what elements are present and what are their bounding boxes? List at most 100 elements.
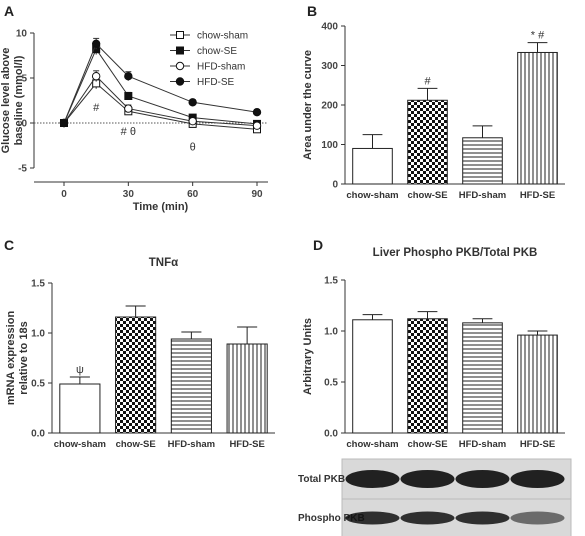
- legend-marker: [175, 77, 185, 86]
- x-tick-label: chow-SE: [407, 439, 447, 450]
- x-tick-label: 0: [61, 189, 67, 200]
- y-axis-label-line: Area under the curve: [302, 50, 314, 160]
- x-tick-label: chow-SE: [116, 439, 156, 450]
- legend-label: chow-SE: [197, 46, 237, 57]
- y-axis-label: Area under the curve: [302, 50, 314, 160]
- x-axis-label: Time (min): [133, 201, 189, 213]
- blot-band: [345, 470, 400, 488]
- bar-HFD-SE: [517, 51, 558, 185]
- blot-row-label: Phospho PKB: [298, 513, 365, 524]
- x-tick-label: 90: [251, 189, 263, 200]
- blot-band: [455, 511, 510, 525]
- data-point: [124, 72, 133, 81]
- y-tick-label: 1.0: [324, 327, 338, 338]
- bar-chow-sham: [59, 383, 101, 434]
- x-tick-label: chow-sham: [346, 190, 398, 201]
- x-tick-label: HFD-sham: [459, 439, 507, 450]
- significance-mark: θ: [190, 141, 196, 153]
- data-point: [252, 108, 262, 117]
- bar-HFD-sham: [170, 338, 212, 434]
- data-point: [91, 39, 101, 48]
- panel-b: B 0 100 200 300 400 Area under the curve chow-s…: [302, 3, 565, 201]
- panel-label: A: [4, 3, 14, 19]
- y-tick-label: 0.5: [31, 379, 45, 390]
- y-tick-label: 1.5: [31, 279, 45, 290]
- blot-band: [400, 511, 455, 525]
- y-tick-label: 300: [321, 61, 338, 72]
- bar-HFD-sham: [462, 322, 503, 434]
- legend-marker: [175, 61, 185, 71]
- y-tick-label: 400: [321, 22, 338, 33]
- x-tick-label: chow-SE: [407, 190, 447, 201]
- panel-label: B: [307, 3, 317, 19]
- chart-title: TNFα: [149, 257, 178, 269]
- data-point: [188, 98, 197, 107]
- bar-chow-sham: [352, 319, 393, 434]
- bar-HFD-SE: [226, 343, 268, 434]
- data-point: [124, 104, 133, 113]
- y-tick-label: 5: [21, 74, 27, 85]
- legend-label: HFD-SE: [197, 77, 235, 88]
- x-tick-label: HFD-SE: [229, 439, 264, 450]
- y-tick-label: 1.5: [324, 276, 338, 287]
- blot-band: [400, 470, 455, 488]
- western-blot: Total PKB Phospho PKB: [298, 458, 572, 536]
- x-tick-label: chow-sham: [346, 439, 398, 450]
- significance-mark: #: [93, 102, 100, 114]
- x-tick-label: chow-sham: [54, 439, 106, 450]
- bar-chow-SE: [407, 99, 448, 185]
- y-axis-label-line: Arbitrary Units: [302, 318, 314, 395]
- y-axis-label-line: Glucose level above: [0, 48, 12, 154]
- bar-HFD-SE: [517, 334, 558, 434]
- y-tick-label: 0.0: [31, 429, 45, 440]
- y-tick-label: 10: [16, 29, 28, 40]
- y-axis-label: Arbitrary Units: [302, 318, 314, 395]
- blot-band: [345, 511, 400, 525]
- y-tick-label: 0.5: [324, 378, 338, 389]
- panel-c: C 0.0 0.5 1.0 1.5 mRNA expressionrelative to …: [4, 237, 275, 450]
- y-axis-label: mRNA expressionrelative to 18s: [5, 311, 30, 406]
- blot-band: [510, 511, 565, 525]
- significance-mark: ψ: [76, 364, 84, 376]
- y-axis-label: Glucose level abovebaseline (mmol/l): [0, 48, 25, 154]
- legend-label: chow-sham: [197, 31, 248, 42]
- data-point: [59, 118, 69, 128]
- legend-label: HFD-sham: [197, 62, 245, 73]
- x-tick-label: 30: [123, 189, 135, 200]
- y-axis-label-line: mRNA expression: [5, 311, 17, 406]
- y-tick-label: 0: [332, 180, 338, 191]
- panel-label: C: [4, 237, 14, 253]
- bar-chow-sham: [352, 147, 393, 185]
- legend-marker: [176, 46, 184, 55]
- blot-band: [510, 470, 565, 488]
- y-tick-label: 0: [21, 119, 27, 130]
- panel-a: A -5 0 5 10 Glucose level abovebaseline (mmol…: [0, 3, 268, 213]
- y-tick-label: 0.0: [324, 429, 338, 440]
- x-tick-label: HFD-SE: [520, 190, 555, 201]
- data-point: [252, 121, 262, 130]
- chart-panels: A -5 0 5 10 Glucose level abovebaseline (mmol…: [0, 3, 565, 450]
- significance-mark: #: [424, 75, 431, 87]
- y-tick-label: 100: [321, 140, 338, 151]
- x-tick-label: HFD-SE: [520, 439, 555, 450]
- x-tick-label: HFD-sham: [459, 190, 507, 201]
- significance-mark: # θ: [121, 126, 136, 138]
- y-tick-label: -5: [18, 164, 27, 175]
- blot-row-label: Total PKB: [298, 474, 345, 485]
- panel-label: D: [313, 237, 323, 253]
- x-tick-label: HFD-sham: [168, 439, 216, 450]
- data-point: [124, 92, 133, 100]
- legend: chow-sham chow-SE HFD-sham HFD-SE: [170, 31, 248, 88]
- bar-chow-SE: [407, 318, 448, 434]
- x-tick-label: 60: [187, 189, 199, 200]
- legend-marker: [176, 31, 184, 39]
- data-point: [91, 72, 101, 81]
- significance-mark: * #: [531, 30, 545, 42]
- chart-title: Liver Phospho PKB/Total PKB: [373, 247, 538, 259]
- blot-band: [455, 470, 510, 488]
- bar-chow-SE: [115, 316, 157, 434]
- y-axis-label-line: relative to 18s: [18, 321, 30, 394]
- data-point: [188, 117, 197, 126]
- y-tick-label: 200: [321, 101, 338, 112]
